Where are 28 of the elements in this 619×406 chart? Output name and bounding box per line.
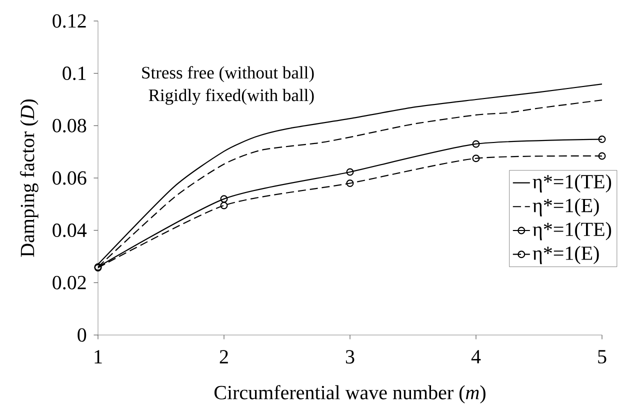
legend-label: η*=1(TE) [532,222,612,240]
legend-label: η*=1(E) [532,198,599,216]
legend-label: η*=1(TE) [532,174,612,192]
point [220,202,228,210]
y-tick-label: 0 [78,328,86,342]
x-tick-label: 4 [471,350,481,364]
x-axis-title: Circumferential wave number (m) [214,385,486,404]
annotation: Stress free (without ball) [142,66,314,82]
point [472,140,480,148]
point [598,136,606,144]
point [472,154,480,162]
point [346,179,354,187]
point [220,195,228,203]
y-tick-label: 0.02 [52,276,86,290]
x-tick-label: 3 [346,350,354,364]
legend-label: η*=1(E) [532,246,599,264]
y-tick-label: 0.04 [52,224,87,238]
y-axis-title: Damping factor (D) [20,99,38,257]
x-tick-label: 5 [598,350,606,364]
y-tick-label: 0.12 [52,14,86,28]
y-tick-label: 0.08 [52,118,86,132]
x-tick-label: 2 [220,350,228,364]
point [346,168,354,176]
y-tick-label: 0.1 [62,66,86,80]
x-tick-label: 1 [94,350,102,364]
annotation: Rigidly fixed(with ball) [148,88,314,105]
point [598,152,606,160]
y-tick-label: 0.06 [52,171,86,185]
